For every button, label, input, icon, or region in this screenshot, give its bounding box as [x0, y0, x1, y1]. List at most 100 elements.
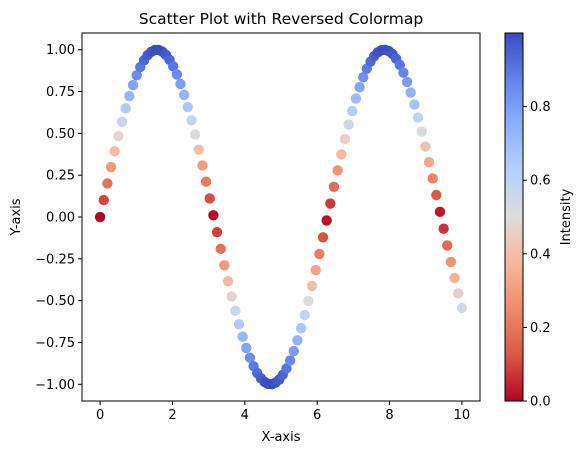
scatter-point	[189, 129, 201, 140]
scatter-point	[321, 215, 332, 226]
scatter-point	[423, 156, 435, 168]
scatter-point	[98, 194, 109, 206]
scatter-point	[219, 260, 230, 271]
y-axis-label: Y-axis	[9, 198, 24, 236]
scatter-point	[401, 76, 413, 88]
y-tick-label: −0.75	[35, 336, 75, 351]
scatter-point	[109, 146, 120, 157]
scatter-point	[124, 90, 135, 102]
scatter-point	[116, 116, 128, 127]
y-tick-label: 0.00	[46, 211, 75, 226]
x-tick-label: 4	[241, 408, 249, 423]
y-tick-label: 0.25	[46, 169, 75, 184]
scatter-point	[339, 133, 351, 145]
scatter-point	[449, 272, 460, 284]
colorbar-tick-label: 0.0	[530, 395, 551, 410]
scatter-point	[427, 173, 438, 184]
y-tick-label: 1.00	[46, 43, 75, 58]
scatter-point	[171, 69, 183, 80]
scatter-point	[105, 161, 117, 173]
scatter-point	[442, 240, 453, 251]
colorbar-tick-label: 0.6	[530, 174, 551, 189]
y-tick-label: −0.50	[35, 294, 75, 309]
scatter-point	[102, 178, 113, 189]
scatter-point	[175, 78, 186, 90]
scatter-point	[343, 119, 354, 130]
scatter-point	[438, 223, 449, 234]
colorbar-ticks: 0.0 0.2 0.4 0.6 0.8	[523, 100, 551, 410]
scatter-point	[167, 61, 179, 72]
scatter-point	[295, 323, 307, 334]
scatter-point	[237, 331, 248, 342]
scatter-point	[354, 81, 365, 93]
scatter-point	[208, 210, 219, 221]
scatter-point	[303, 295, 314, 307]
scatter-point	[445, 256, 457, 268]
y-tick-label: 0.75	[46, 85, 75, 100]
scatter-point	[358, 72, 369, 83]
scatter-point	[453, 288, 464, 299]
scatter-point	[328, 181, 340, 193]
scatter-point	[412, 112, 424, 123]
x-tick-label: 10	[454, 408, 471, 423]
scatter-point	[204, 193, 215, 204]
scatter-point	[281, 363, 292, 374]
scatter-point	[226, 291, 237, 302]
x-tick-label: 6	[313, 408, 321, 423]
scatter-point	[127, 79, 139, 91]
scatter-point	[336, 149, 347, 160]
scatter-point	[434, 206, 446, 218]
colorbar-tick-label: 0.8	[530, 100, 551, 115]
y-axis-ticks: −1.00 −0.75 −0.50 −0.25 0.00 0.25 0.50 0.75 1.00	[35, 43, 82, 393]
scatter-point	[182, 101, 193, 113]
scatter-point	[211, 226, 223, 238]
scatter-point	[325, 198, 336, 209]
scatter-point	[230, 305, 241, 317]
scatter-point	[94, 211, 106, 223]
colorbar-tick-label: 0.2	[530, 321, 551, 336]
scatter-point	[416, 126, 427, 137]
colorbar-label: Intensity	[559, 188, 574, 245]
y-tick-label: −1.00	[35, 378, 75, 393]
scatter-point	[131, 70, 142, 81]
scatter-point	[233, 319, 245, 330]
x-tick-label: 0	[96, 408, 104, 423]
scatter-point	[284, 355, 296, 366]
scatter-point	[193, 144, 204, 155]
scatter-point	[350, 93, 362, 104]
scatter-point	[398, 67, 409, 78]
scatter-point	[120, 103, 131, 114]
scatter-point	[215, 243, 226, 255]
scatter-point	[113, 130, 124, 142]
scatter-point	[314, 248, 325, 260]
scatter-point	[241, 342, 252, 354]
x-axis-label: X-axis	[262, 430, 301, 445]
colorbar: 0.0 0.2 0.4 0.6 0.8 Intensity	[504, 32, 574, 410]
axes-frame	[81, 32, 481, 402]
scatter-point	[317, 232, 329, 243]
scatter-point	[394, 59, 405, 71]
colorbar-tick-label: 0.4	[530, 247, 551, 262]
scatter-points	[94, 44, 468, 390]
scatter-point	[409, 99, 420, 110]
scatter-point	[306, 280, 318, 292]
scatter-point	[186, 115, 197, 126]
x-tick-label: 2	[168, 408, 176, 423]
colorbar-gradient	[504, 32, 524, 402]
y-tick-label: −0.25	[35, 252, 75, 267]
scatter-point	[332, 165, 343, 176]
scatter-point	[456, 302, 468, 314]
plot-area: 0 2 4 6 8 10 −1.00 −0.75 −0.50 −0.25 0.00 0.25 0.50…	[35, 32, 481, 423]
scatter-point	[288, 345, 299, 357]
scatter-point	[244, 352, 256, 363]
scatter-point	[347, 105, 358, 117]
scatter-point	[420, 141, 431, 152]
x-axis-ticks: 0 2 4 6 8 10	[96, 401, 470, 423]
scatter-point	[310, 264, 321, 276]
scatter-point	[405, 87, 416, 98]
scatter-point	[197, 160, 208, 171]
x-tick-label: 8	[385, 408, 393, 423]
y-tick-label: 0.50	[46, 127, 75, 142]
chart-title: Scatter Plot with Reversed Colormap	[139, 10, 424, 28]
